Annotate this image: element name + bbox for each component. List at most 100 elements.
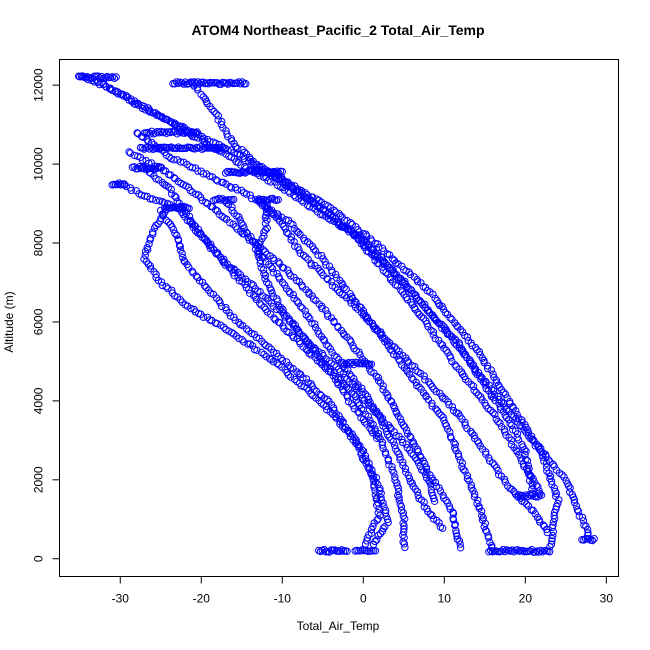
data-point (512, 446, 520, 454)
data-point (113, 180, 122, 189)
data-point (320, 362, 328, 371)
data-point (259, 195, 268, 204)
data-point (286, 373, 295, 381)
data-point (527, 432, 536, 440)
data-point (260, 270, 268, 278)
data-point (570, 496, 578, 504)
data-point (299, 374, 307, 382)
data-point (492, 378, 500, 387)
data-point (302, 375, 311, 383)
data-point (374, 531, 382, 540)
data-point (350, 360, 358, 369)
data-point (216, 299, 224, 307)
data-point (537, 491, 546, 499)
data-point (212, 294, 221, 302)
data-point (306, 315, 314, 323)
data-point (268, 264, 277, 273)
data-point (551, 514, 559, 523)
data-point (125, 148, 133, 156)
data-point (380, 419, 389, 427)
data-point (547, 477, 556, 485)
data-point (198, 196, 206, 205)
data-point (351, 303, 360, 311)
data-point (225, 308, 233, 317)
data-point (374, 377, 383, 385)
data-point (499, 545, 507, 554)
data-point (502, 414, 511, 422)
x-tick-label: -30 (112, 592, 130, 606)
data-point (363, 313, 372, 322)
data-point (202, 198, 210, 207)
data-point (212, 206, 220, 214)
data-point (289, 220, 297, 229)
data-point (346, 360, 354, 368)
data-point (440, 494, 448, 502)
data-point (443, 499, 452, 507)
data-point (242, 283, 251, 292)
data-point (508, 485, 516, 494)
plot-frame (59, 59, 619, 577)
data-point (353, 359, 361, 367)
data-point (520, 493, 528, 501)
data-point (535, 442, 543, 451)
data-point (222, 79, 231, 87)
data-point (414, 459, 423, 467)
data-point (265, 196, 273, 204)
data-point (324, 312, 332, 320)
data-point (264, 167, 272, 175)
data-point (442, 422, 451, 430)
data-point (270, 348, 278, 357)
data-point (484, 386, 493, 395)
data-point (206, 172, 214, 180)
data-point (413, 277, 422, 286)
data-point (256, 256, 265, 265)
data-point (438, 320, 446, 329)
data-point (429, 290, 437, 298)
data-point (382, 506, 390, 515)
data-point (322, 341, 330, 349)
data-point (343, 547, 351, 555)
data-point (404, 285, 412, 293)
data-point (407, 433, 415, 442)
data-point (278, 356, 287, 365)
data-point (157, 278, 166, 286)
data-point (389, 437, 398, 446)
data-point (127, 186, 136, 195)
data-point (397, 286, 405, 294)
data-point (484, 534, 493, 542)
data-point (188, 164, 197, 172)
data-point (348, 430, 356, 438)
data-point (513, 492, 521, 500)
data-point (224, 133, 232, 141)
data-point (262, 208, 271, 217)
data-point (399, 438, 407, 447)
data-point (360, 418, 369, 426)
data-point (338, 422, 347, 431)
data-point (270, 256, 278, 264)
data-point (260, 168, 269, 177)
data-point (304, 312, 313, 321)
data-point (572, 502, 581, 510)
data-point (323, 406, 331, 414)
data-point (534, 493, 542, 501)
data-point (482, 448, 490, 456)
data-point (208, 105, 216, 113)
data-point (487, 392, 496, 401)
data-point (391, 441, 399, 449)
data-point (230, 272, 238, 280)
data-point (126, 149, 135, 157)
data-point (238, 146, 246, 154)
data-point (311, 247, 320, 255)
data-point (371, 487, 379, 495)
data-point (177, 127, 185, 136)
data-point (383, 430, 392, 439)
data-point (497, 547, 506, 555)
data-point (477, 373, 485, 381)
data-point (329, 404, 338, 412)
data-point (417, 298, 425, 306)
data-point (390, 469, 398, 477)
data-point (162, 216, 171, 225)
data-point (455, 341, 464, 349)
data-point (179, 80, 188, 88)
data-point (188, 80, 197, 88)
